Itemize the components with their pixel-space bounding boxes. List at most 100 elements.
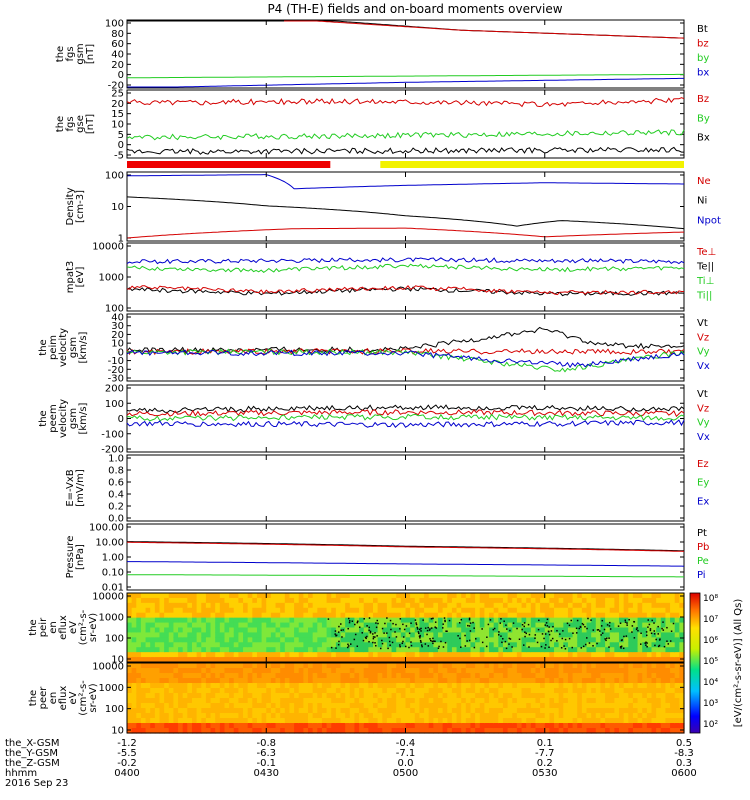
series-line [127, 77, 684, 88]
legend-entry: bx [697, 68, 709, 79]
legend-entry: By [697, 113, 710, 124]
y-axis-label: peer [38, 686, 49, 710]
panel-frame [126, 313, 685, 382]
y-axis-label: [cm-3] [75, 190, 86, 223]
series-line [126, 419, 685, 428]
series-line [127, 73, 684, 79]
y-tick-label: 10 [111, 120, 124, 131]
y-tick-label: 20 [111, 330, 124, 341]
y-tick-label: 60 [111, 39, 124, 50]
legend-entry: Ni [697, 196, 707, 207]
x-row-label: the_Y-GSM [5, 748, 58, 759]
x-tick-label: -0.4 [396, 738, 416, 749]
legend-entry: Bx [697, 133, 710, 144]
y-tick-label: 1.00 [102, 553, 124, 564]
y-axis-label: sr-eV) [88, 683, 99, 712]
x-tick-label: -5.5 [117, 748, 137, 759]
y-tick-label: 10000 [92, 592, 124, 603]
series-line [127, 541, 685, 552]
series-line [284, 20, 685, 39]
y-tick-label: 100 [105, 704, 124, 715]
y-tick-label: 1.0 [108, 454, 124, 465]
legend-entry: Vz [697, 403, 709, 414]
y-axis-label: en [48, 621, 59, 634]
panel-peim [126, 313, 685, 382]
legend-entry: Ne [697, 176, 711, 187]
y-axis-label: (cm²-s- [78, 609, 89, 645]
y-axis-label: [nPa] [75, 544, 86, 570]
legend-entry: Te|| [696, 262, 714, 273]
y-tick-label: 0.01 [102, 583, 124, 594]
legend-entry: Bt [697, 24, 708, 35]
legend-entry: Bz [697, 94, 709, 105]
y-axis-label: [eV] [75, 267, 86, 288]
legend-entry: Ti⊥ [696, 276, 714, 287]
x-tick-label: 0.0 [398, 758, 414, 769]
y-axis-label: gsm [68, 337, 79, 358]
y-tick-label: 0.10 [102, 568, 124, 579]
y-axis-label: the [55, 46, 66, 62]
panel-frame [126, 523, 685, 591]
y-tick-label: 0.2 [108, 502, 124, 513]
y-axis-label: eflux [58, 686, 69, 711]
panel-frame [126, 242, 685, 312]
series-line [126, 409, 685, 418]
y-tick-label: 10000 [92, 662, 124, 673]
y-axis-label: the [38, 339, 49, 355]
legend-entry: Ez [697, 459, 709, 470]
panel-peem [126, 384, 685, 453]
y-tick-label: 0.0 [108, 514, 124, 525]
colorbar [689, 592, 701, 734]
series-line [126, 349, 685, 369]
panel-fgs_dsl [126, 89, 685, 159]
y-tick-label: 15 [111, 109, 124, 120]
y-tick-label: 100 [105, 19, 124, 30]
y-axis-label: eV [68, 621, 79, 634]
y-axis-label: en [48, 692, 59, 705]
series-line [126, 97, 685, 108]
y-axis-label: the [28, 690, 39, 706]
y-tick-label: 0.4 [108, 490, 124, 501]
y-tick-label: -200 [101, 445, 124, 456]
series-line [127, 574, 684, 578]
y-tick-label: 0 [118, 70, 124, 81]
y-axis-label: [km/s] [78, 402, 89, 434]
y-tick-label: -5 [114, 151, 124, 162]
series-line [126, 227, 684, 239]
x-tick-label: 0.5 [676, 738, 692, 749]
y-tick-label: 5 [118, 130, 124, 141]
y-tick-label: 20 [111, 60, 124, 71]
series-line [126, 413, 685, 422]
y-tick-label: 0.8 [108, 466, 124, 477]
y-tick-label: 40 [111, 313, 124, 324]
legend-entry: Te⊥ [696, 247, 716, 258]
legend-entry: Pe [697, 556, 709, 567]
panel-peir [126, 592, 685, 663]
y-axis-label: eflux [58, 615, 69, 640]
y-tick-label: 100 [105, 399, 124, 410]
colorbar-tick: 10⁴ [703, 678, 718, 688]
y-tick-label: 10 [111, 726, 124, 737]
panel-density [126, 171, 685, 242]
panel-frame [126, 171, 685, 242]
panel-temp [126, 242, 685, 312]
series-line [127, 541, 684, 552]
y-axis-label: E=-VxB [65, 469, 76, 506]
x-tick-label: -7.1 [396, 748, 416, 759]
legend-entry: Vy [697, 418, 710, 429]
legend-entry: Npot [697, 215, 721, 226]
y-axis-label: peir [38, 617, 49, 637]
series-line [126, 196, 685, 230]
y-axis-label: fgs [65, 46, 76, 61]
panel-frame [126, 454, 685, 522]
panel-pressure [126, 523, 685, 591]
y-axis-label: fgs [65, 116, 76, 131]
series-line [126, 326, 685, 354]
series-line [126, 146, 684, 155]
y-tick-label: 30 [111, 321, 124, 332]
y-tick-label: 80 [111, 29, 124, 40]
y-axis-label: [nT] [85, 44, 96, 64]
y-axis-label: gsm [75, 43, 86, 64]
y-tick-label: 1000 [99, 273, 124, 284]
y-axis-label: eV [68, 691, 79, 704]
